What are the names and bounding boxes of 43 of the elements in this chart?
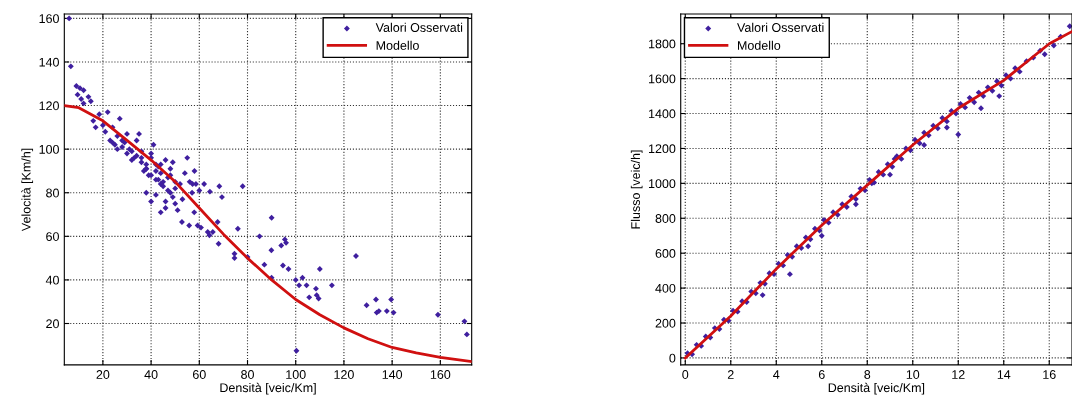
x-tick-label: 80 [241,370,254,379]
y-tick-label: 40 [45,275,59,285]
x-tick-label: 6 [818,370,825,379]
x-tick-label: 2 [727,370,734,379]
y-axis-title: Velocità [Km/h] [21,148,34,232]
x-tick-label: 100 [286,370,306,379]
y-tick-label: 20 [46,319,59,329]
y-tick-label: 120 [39,101,59,111]
y-tick-label: 1800 [649,39,676,49]
x-tick-label: 14 [997,370,1011,379]
y-tick-label: 200 [655,318,676,328]
y-tick-label: 400 [655,283,676,293]
y-tick-label: 80 [46,188,59,198]
y-tick-label: 800 [655,214,676,223]
y-tick-label: 140 [39,57,59,67]
y-tick-label: 1400 [649,109,676,119]
legend-label: Modello [376,40,419,50]
y-tick-label: 600 [655,248,676,258]
legend-label: Valori Osservati [375,22,463,32]
y-tick-label: 1000 [649,179,676,189]
y-tick-label: 160 [39,14,59,24]
x-tick-label: 8 [864,370,871,379]
y-axis-title: Flusso [veic/h] [630,150,643,229]
y-tick-label: 1600 [649,74,676,84]
legend-label: Modello [738,40,781,50]
y-tick-label: 100 [39,144,59,154]
x-tick-label: 10 [906,370,920,379]
x-tick-label: 120 [334,370,354,379]
y-tick-label: 0 [669,353,676,363]
x-tick-label: 4 [773,370,780,379]
x-tick-label: 140 [382,370,403,379]
x-tick-label: 20 [96,370,110,379]
y-tick-label: 1200 [649,144,676,154]
x-tick-label: 16 [1043,370,1056,379]
x-axis-title: Densità [veic/Km] [220,382,316,395]
x-tick-label: 0 [682,370,689,379]
x-tick-label: 60 [192,370,206,379]
x-tick-label: 12 [952,370,965,379]
x-tick-label: 160 [430,370,451,379]
x-tick-label: 40 [144,370,158,379]
y-tick-label: 60 [46,232,59,241]
x-axis-title: Densità [veic/Km] [828,382,925,395]
legend-label: Valori Osservati [737,22,824,32]
